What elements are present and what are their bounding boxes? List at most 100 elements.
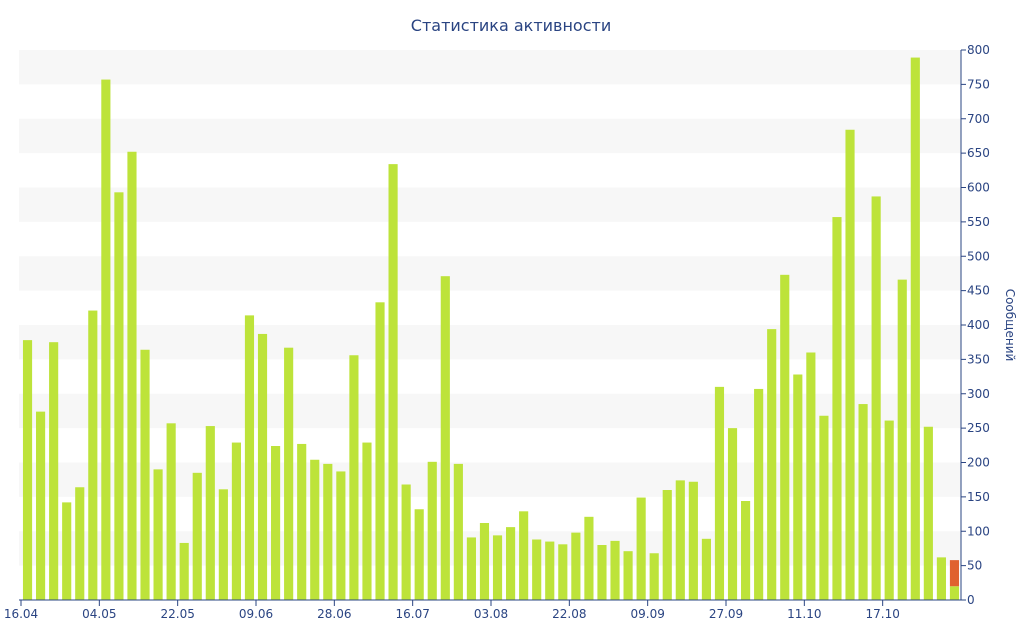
- bar: [701, 538, 711, 600]
- bar: [492, 535, 503, 600]
- bar: [140, 349, 150, 600]
- bar: [427, 461, 437, 600]
- y-tick-label: 500: [967, 249, 990, 263]
- bar: [662, 490, 672, 600]
- bar: [793, 374, 803, 600]
- bar: [453, 463, 463, 600]
- bar: [597, 545, 607, 600]
- bar: [584, 516, 594, 600]
- bar: [623, 551, 633, 600]
- grid-bands: [19, 50, 961, 566]
- chart-title: Статистика активности: [411, 16, 611, 35]
- bar: [127, 151, 137, 600]
- bar: [688, 481, 698, 600]
- y-axis-ticks: 0 50 100 150 200 250 300 350 400 450 500 550 600 650 7…: [961, 43, 990, 607]
- y-tick-label: 450: [967, 284, 990, 298]
- bar: [884, 420, 894, 600]
- grid-band: [19, 187, 961, 222]
- y-tick-label: 700: [967, 112, 990, 126]
- bar: [767, 329, 777, 600]
- bars-group: [22, 57, 960, 600]
- bar: [336, 471, 346, 600]
- bar: [845, 129, 855, 600]
- bar: [166, 423, 176, 600]
- bar: [192, 472, 202, 600]
- bar: [323, 463, 333, 600]
- grid-band: [19, 462, 961, 497]
- y-tick-label: 750: [967, 77, 990, 91]
- y-tick-label: 150: [967, 490, 990, 504]
- x-tick-label: 28.06: [317, 607, 351, 621]
- grid-band: [19, 393, 961, 429]
- bar: [36, 411, 46, 600]
- x-tick-label: 04.05: [82, 607, 116, 621]
- bar: [479, 523, 490, 600]
- y-tick-label: 200: [967, 456, 990, 470]
- x-tick-label: 22.08: [552, 607, 586, 621]
- y-tick-label: 300: [967, 387, 990, 401]
- y-tick-label: 0: [967, 593, 975, 607]
- bar: [244, 315, 255, 600]
- bar: [401, 484, 411, 600]
- bar: [780, 274, 790, 600]
- y-tick-label: 350: [967, 352, 990, 366]
- bar: [649, 553, 659, 600]
- bar: [101, 79, 111, 600]
- bar-highlight: [949, 560, 960, 587]
- bar: [832, 217, 842, 600]
- bar: [231, 442, 241, 600]
- x-tick-label: 16.04: [4, 607, 38, 621]
- bar: [440, 276, 450, 600]
- bar: [532, 539, 542, 600]
- bar: [297, 443, 307, 600]
- y-tick-label: 400: [967, 318, 990, 332]
- bar: [610, 540, 620, 600]
- bar: [414, 509, 424, 600]
- bar: [558, 544, 568, 600]
- y-tick-label: 100: [967, 524, 990, 538]
- x-tick-label: 09.09: [630, 607, 664, 621]
- bar: [153, 469, 163, 600]
- bar: [218, 489, 228, 600]
- bar: [936, 557, 946, 600]
- bar: [571, 532, 581, 600]
- grid-band: [19, 256, 961, 291]
- y-tick-label: 50: [967, 559, 982, 573]
- x-tick-label: 11.10: [787, 607, 821, 621]
- bar: [741, 501, 751, 600]
- bar: [205, 426, 215, 600]
- x-axis-ticks: 16.04 04.05 22.05 09.06 28.06 16.07 03.08 22.08…: [4, 600, 900, 621]
- bar: [897, 279, 907, 600]
- y-tick-label: 800: [967, 43, 990, 57]
- grid-band: [19, 50, 961, 85]
- grid-band: [19, 325, 961, 360]
- bar: [362, 442, 372, 600]
- x-tick-label: 17.10: [865, 607, 899, 621]
- y-axis-title: Сообщений: [1003, 289, 1017, 362]
- y-tick-label: 250: [967, 421, 990, 435]
- bar: [727, 428, 738, 600]
- bar: [179, 542, 189, 600]
- y-tick-label: 650: [967, 146, 990, 160]
- bar: [114, 192, 124, 600]
- x-tick-label: 03.08: [474, 607, 508, 621]
- x-tick-label: 09.06: [239, 607, 273, 621]
- bar: [910, 57, 920, 600]
- bar: [257, 333, 268, 600]
- bar: [714, 386, 725, 600]
- bar: [466, 537, 476, 600]
- bar: [271, 446, 281, 600]
- bar: [49, 342, 59, 600]
- bar: [754, 388, 764, 600]
- grid-band: [19, 118, 961, 154]
- bar: [675, 480, 685, 600]
- bar: [806, 352, 816, 600]
- bar: [388, 164, 398, 600]
- bar: [923, 426, 933, 600]
- bar: [62, 502, 72, 600]
- x-tick-label: 22.05: [160, 607, 194, 621]
- bar: [88, 310, 98, 600]
- bar: [22, 340, 33, 600]
